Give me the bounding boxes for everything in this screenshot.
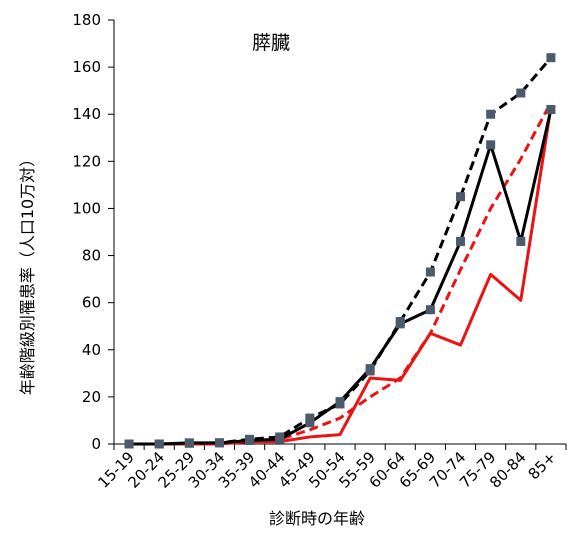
series-0-point	[516, 236, 526, 246]
series-1-point	[546, 53, 556, 63]
series-1-point	[516, 88, 526, 98]
series-1-point	[425, 267, 435, 277]
chart-title: 膵臓	[252, 32, 290, 54]
series-0-point	[305, 418, 315, 428]
series-1-point	[486, 109, 496, 119]
y-tick-label: 120	[72, 152, 101, 170]
series-1-point	[245, 434, 255, 444]
series-1-point	[154, 439, 164, 449]
series-0-point	[546, 105, 556, 115]
series-layer	[124, 53, 556, 449]
axes: 02040608010012014016018015-1920-2425-293…	[72, 11, 567, 492]
series-1-point	[184, 438, 194, 448]
x-tick-label: 85+	[525, 448, 560, 483]
y-tick-label: 40	[82, 341, 101, 359]
series-line-1	[129, 56, 553, 446]
series-0-point	[425, 305, 435, 315]
y-tick-label: 0	[91, 435, 101, 453]
series-1-point	[335, 399, 345, 409]
x-axis-title: 診断時の年齢	[269, 509, 365, 528]
y-tick-label: 140	[72, 105, 101, 123]
y-axis-title: 年齢階級別罹患率（人口10万対）	[18, 151, 37, 395]
series-line-0	[129, 109, 553, 446]
y-tick-label: 180	[72, 11, 101, 29]
series-0-point	[456, 236, 466, 246]
series-1-point	[305, 413, 315, 423]
series-1-point	[275, 432, 285, 442]
y-tick-label: 160	[72, 58, 101, 76]
y-tick-label: 20	[82, 388, 101, 406]
series-1-point	[124, 439, 134, 449]
y-tick-label: 80	[82, 247, 101, 265]
y-tick-label: 100	[72, 199, 101, 217]
series-0-point	[486, 140, 496, 150]
series-1-point	[365, 366, 375, 376]
series-1-point	[456, 192, 466, 202]
series-1-point	[395, 317, 405, 327]
series-1-point	[214, 438, 224, 448]
y-tick-label: 60	[82, 294, 101, 312]
